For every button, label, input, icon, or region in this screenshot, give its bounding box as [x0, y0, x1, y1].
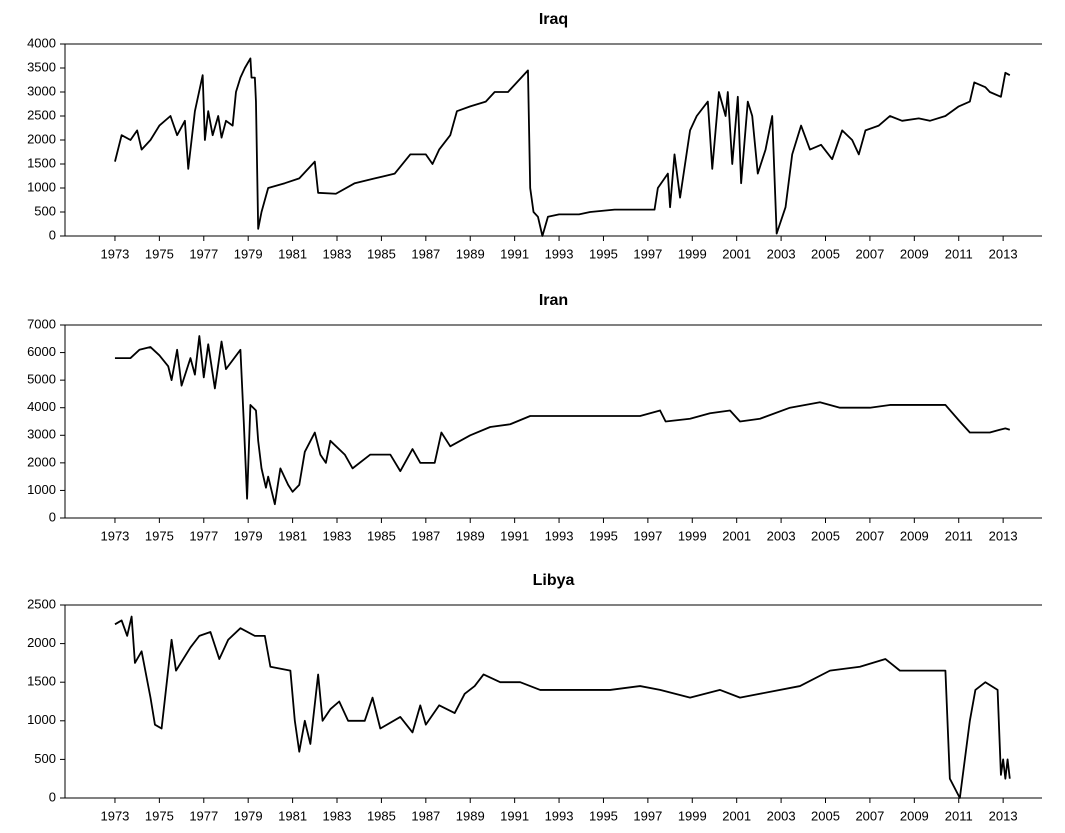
- chart-title: Iran: [539, 292, 568, 309]
- x-tick-label: 1977: [189, 246, 218, 261]
- x-tick-label: 1997: [633, 528, 662, 543]
- x-tick-label: 1985: [367, 528, 396, 543]
- y-tick-label: 2000: [27, 131, 56, 146]
- x-tick-label: 2005: [811, 808, 840, 823]
- x-tick-label: 2001: [722, 808, 751, 823]
- x-tick-label: 1977: [189, 808, 218, 823]
- y-tick-label: 1500: [27, 155, 56, 170]
- data-line: [114, 57, 1011, 237]
- x-tick-label: 1987: [411, 808, 440, 823]
- x-tick-label: 2005: [811, 528, 840, 543]
- x-tick-label: 1987: [411, 246, 440, 261]
- x-tick-label: 1995: [589, 808, 618, 823]
- x-tick-label: 1997: [633, 808, 662, 823]
- y-tick-label: 0: [49, 789, 56, 804]
- y-tick-label: 0: [49, 509, 56, 524]
- y-tick-label: 5000: [27, 372, 56, 387]
- y-tick-label: 500: [34, 203, 56, 218]
- x-tick-label: 1975: [145, 808, 174, 823]
- x-tick-label: 2003: [767, 246, 796, 261]
- x-tick-label: 1993: [545, 246, 574, 261]
- y-tick-label: 2000: [27, 454, 56, 469]
- x-tick-label: 2005: [811, 246, 840, 261]
- x-tick-label: 2001: [722, 528, 751, 543]
- x-tick-label: 2009: [900, 808, 929, 823]
- y-tick-label: 3000: [27, 83, 56, 98]
- y-tick-label: 0: [49, 227, 56, 242]
- x-tick-label: 2003: [767, 808, 796, 823]
- x-tick-label: 2009: [900, 528, 929, 543]
- x-tick-label: 1991: [500, 528, 529, 543]
- y-tick-label: 7000: [27, 316, 56, 331]
- y-tick-label: 2500: [27, 107, 56, 122]
- x-tick-label: 1999: [678, 808, 707, 823]
- y-tick-label: 1000: [27, 179, 56, 194]
- x-tick-label: 1993: [545, 528, 574, 543]
- chart-title: Iraq: [539, 11, 568, 28]
- x-tick-label: 1987: [411, 528, 440, 543]
- x-tick-label: 2001: [722, 246, 751, 261]
- x-tick-label: 1989: [456, 528, 485, 543]
- x-tick-label: 2007: [855, 808, 884, 823]
- x-tick-label: 1979: [234, 808, 263, 823]
- x-tick-label: 1983: [323, 246, 352, 261]
- y-tick-label: 1500: [27, 674, 56, 689]
- x-tick-label: 1993: [545, 808, 574, 823]
- x-tick-label: 1995: [589, 246, 618, 261]
- x-tick-label: 1983: [323, 808, 352, 823]
- x-tick-label: 2011: [945, 246, 973, 261]
- x-tick-label: 1981: [278, 528, 307, 543]
- y-tick-label: 3000: [27, 427, 56, 442]
- y-tick-label: 3500: [27, 59, 56, 74]
- x-tick-label: 2007: [855, 528, 884, 543]
- x-tick-label: 1985: [367, 246, 396, 261]
- y-tick-label: 2500: [27, 596, 56, 611]
- x-tick-label: 2011: [945, 528, 973, 543]
- x-tick-label: 2013: [989, 246, 1018, 261]
- x-tick-label: 1999: [678, 246, 707, 261]
- y-tick-label: 4000: [27, 399, 56, 414]
- y-tick-label: 500: [34, 751, 56, 766]
- x-tick-label: 1989: [456, 246, 485, 261]
- y-tick-label: 4000: [27, 35, 56, 50]
- x-tick-label: 2003: [767, 528, 796, 543]
- chart-title: Libya: [533, 572, 575, 589]
- data-line: [114, 615, 1011, 799]
- x-tick-label: 1991: [500, 246, 529, 261]
- x-tick-label: 2007: [855, 246, 884, 261]
- data-line: [114, 335, 1011, 506]
- x-tick-label: 1977: [189, 528, 218, 543]
- x-tick-label: 1973: [100, 528, 129, 543]
- x-tick-label: 2013: [989, 808, 1018, 823]
- x-tick-label: 2013: [989, 528, 1018, 543]
- y-tick-label: 1000: [27, 712, 56, 727]
- x-tick-label: 1975: [145, 246, 174, 261]
- x-tick-label: 1989: [456, 808, 485, 823]
- x-tick-label: 1973: [100, 808, 129, 823]
- x-tick-label: 1995: [589, 528, 618, 543]
- x-tick-label: 1999: [678, 528, 707, 543]
- x-tick-label: 1991: [500, 808, 529, 823]
- x-tick-label: 1979: [234, 246, 263, 261]
- y-tick-label: 6000: [27, 344, 56, 359]
- x-tick-label: 1975: [145, 528, 174, 543]
- x-tick-label: 1985: [367, 808, 396, 823]
- x-tick-label: 1981: [278, 808, 307, 823]
- y-tick-label: 2000: [27, 635, 56, 650]
- x-tick-label: 2011: [945, 808, 973, 823]
- x-tick-label: 1979: [234, 528, 263, 543]
- x-tick-label: 1973: [100, 246, 129, 261]
- y-tick-label: 1000: [27, 482, 56, 497]
- x-tick-label: 1997: [633, 246, 662, 261]
- x-tick-label: 1981: [278, 246, 307, 261]
- x-tick-label: 1983: [323, 528, 352, 543]
- x-tick-label: 2009: [900, 246, 929, 261]
